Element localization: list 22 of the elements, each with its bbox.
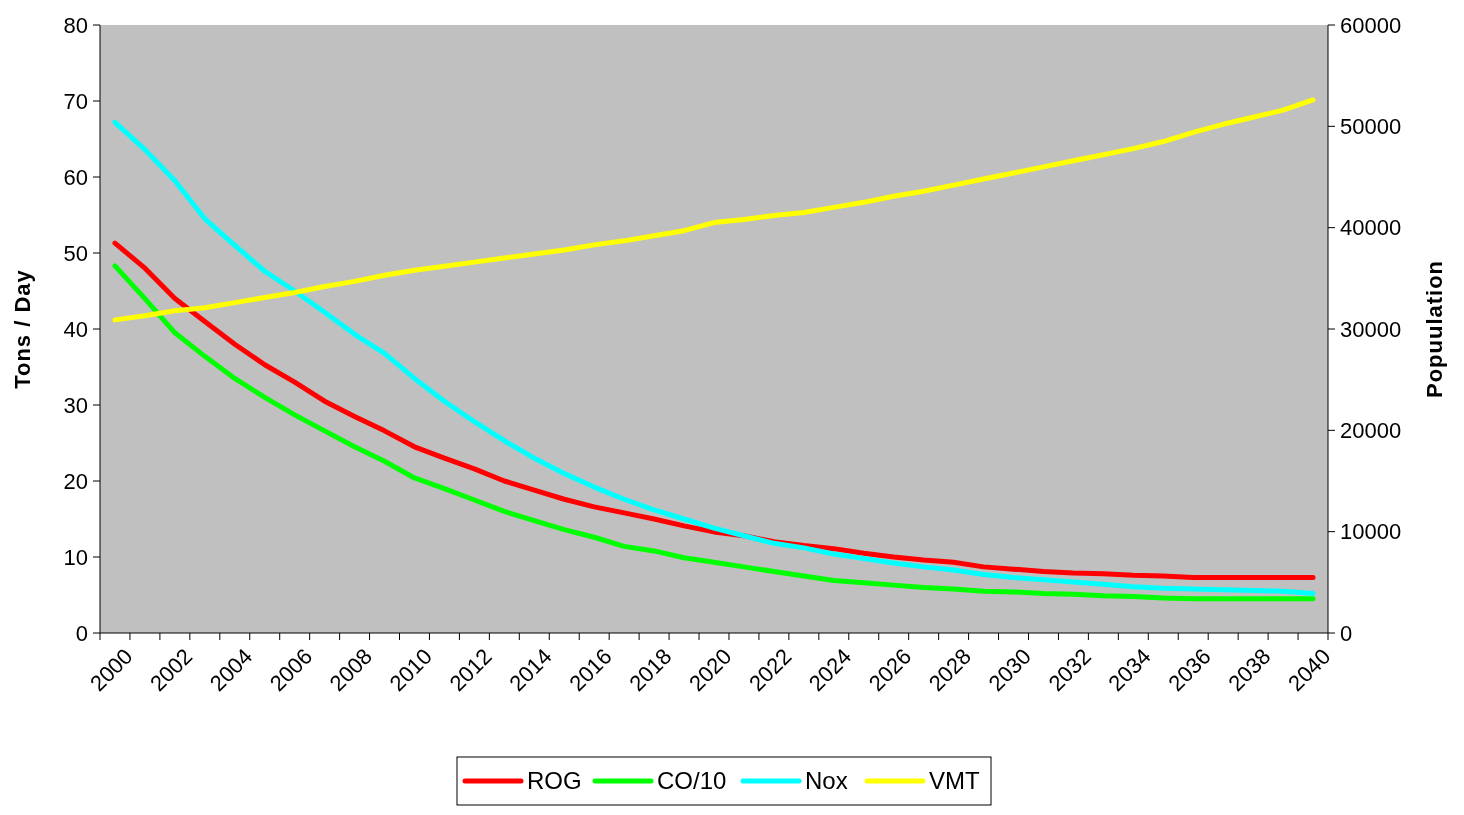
y-tick-label: 20 [63, 468, 88, 494]
y-tick-label: 30 [63, 392, 88, 418]
y2-tick-label: 10000 [1340, 519, 1402, 545]
legend-label: ROG [527, 767, 582, 795]
y2-tick-label: 20000 [1340, 418, 1402, 444]
y2-tick-label: 40000 [1340, 215, 1402, 241]
legend-label: Nox [805, 767, 848, 795]
y2-tick-label: 60000 [1340, 12, 1402, 38]
y2-tick-label: 30000 [1340, 316, 1402, 342]
y-tick-label: 70 [63, 88, 88, 114]
y2-tick-label: 50000 [1340, 114, 1402, 140]
legend-label: VMT [929, 767, 980, 795]
y-tick-label: 80 [63, 12, 88, 38]
y-tick-label: 40 [63, 316, 88, 342]
y2-axis-title: Popuulation [1422, 259, 1447, 399]
y-tick-label: 50 [63, 240, 88, 266]
y-axis-title: Tons / Day [10, 269, 35, 389]
y-tick-label: 60 [63, 164, 88, 190]
y2-tick-label: 0 [1340, 620, 1353, 646]
y-tick-label: 10 [63, 544, 88, 570]
y-tick-label: 0 [75, 620, 88, 646]
legend-label: CO/10 [657, 767, 727, 795]
